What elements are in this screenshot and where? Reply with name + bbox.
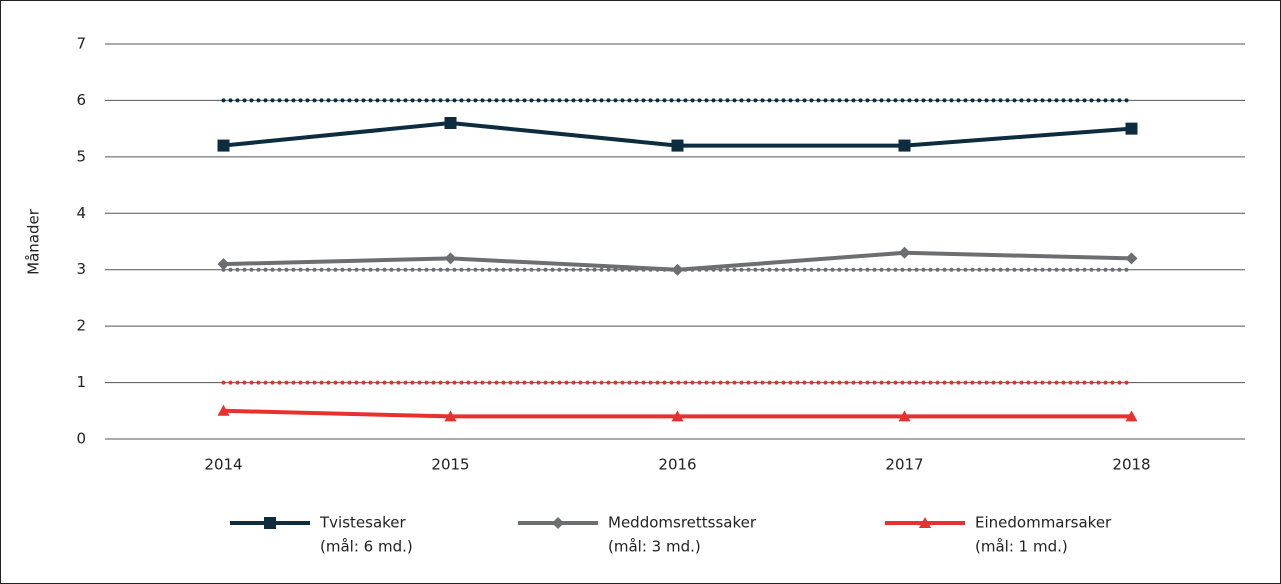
x-tick-label: 2018 xyxy=(1112,456,1150,474)
y-tick-label: 5 xyxy=(76,147,86,165)
point xyxy=(898,139,911,152)
point xyxy=(671,410,684,422)
point xyxy=(444,252,457,265)
point xyxy=(217,404,230,416)
point xyxy=(444,410,457,422)
legend-target: (mål: 6 md.) xyxy=(320,538,413,556)
y-axis-label: Månader xyxy=(25,208,43,275)
point xyxy=(1125,252,1138,265)
y-tick-label: 3 xyxy=(76,260,86,278)
point xyxy=(217,139,230,152)
legend-label: Einedommarsaker xyxy=(975,514,1112,532)
x-tick-label: 2017 xyxy=(885,456,923,474)
point xyxy=(898,410,911,422)
legend-target: (mål: 3 md.) xyxy=(608,538,701,556)
point xyxy=(1125,122,1138,135)
legend-target: (mål: 1 md.) xyxy=(975,538,1068,556)
point xyxy=(1125,410,1138,422)
y-tick-label: 0 xyxy=(76,430,86,448)
point xyxy=(671,263,684,276)
legend-marker xyxy=(919,517,931,528)
x-tick-label: 2015 xyxy=(431,456,469,474)
legend-marker xyxy=(552,517,564,529)
y-tick-label: 2 xyxy=(76,317,86,335)
y-tick-label: 7 xyxy=(76,35,86,53)
y-tick-label: 4 xyxy=(76,204,86,222)
legend-marker xyxy=(264,517,276,529)
legend-label: Tvistesaker xyxy=(319,514,407,532)
legend-label: Meddomsrettssaker xyxy=(608,514,757,532)
y-tick-label: 6 xyxy=(76,91,86,109)
point xyxy=(898,246,911,259)
point xyxy=(671,139,684,152)
y-tick-label: 1 xyxy=(76,373,86,391)
x-tick-label: 2016 xyxy=(658,456,696,474)
point xyxy=(444,117,457,129)
x-tick-label: 2014 xyxy=(204,456,242,474)
point xyxy=(217,258,230,271)
